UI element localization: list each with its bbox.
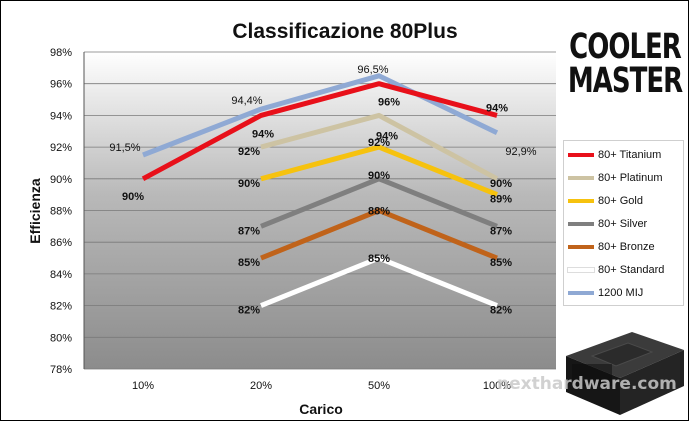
y-axis-title: Efficienza: [27, 178, 43, 244]
data-label: 96,5%: [357, 64, 388, 76]
series-line-80-bronze: [260, 208, 498, 261]
data-label: 94%: [486, 102, 508, 114]
data-label: 82%: [490, 305, 512, 317]
y-tick-label: 80%: [50, 332, 72, 344]
chart-title: Classificazione 80Plus: [232, 20, 457, 43]
data-label: 92,9%: [505, 146, 536, 158]
legend-swatch: [568, 198, 594, 203]
y-tick-label: 82%: [50, 301, 72, 313]
legend-swatch: [568, 244, 594, 249]
x-axis-title: Carico: [299, 401, 343, 417]
y-tick-label: 92%: [50, 142, 72, 154]
y-tick-label: 98%: [50, 47, 72, 59]
legend-item: 80+ Silver: [568, 212, 679, 235]
data-label: 96%: [378, 97, 400, 109]
legend-item: 80+ Gold: [568, 189, 679, 212]
legend-label: 80+ Silver: [598, 217, 648, 230]
data-label: 90%: [238, 178, 260, 190]
data-label: 87%: [490, 225, 512, 237]
y-tick-label: 96%: [50, 79, 72, 91]
series-line-1200-mij: [142, 73, 499, 158]
data-label: 85%: [238, 257, 260, 269]
x-tick-label: 50%: [368, 380, 390, 392]
x-tick-label: 10%: [132, 380, 154, 392]
y-tick-label: 90%: [50, 174, 72, 186]
data-label: 89%: [490, 194, 512, 206]
chart-legend: 80+ Titanium 80+ Platinum 80+ Gold 80+ Silv…: [563, 140, 684, 306]
y-tick-label: 84%: [50, 269, 72, 281]
data-label: 92%: [368, 137, 390, 149]
data-label: 90%: [490, 178, 512, 190]
series-line-80-titanium: [141, 81, 498, 182]
legend-item: 80+ Platinum: [568, 166, 679, 189]
data-label: 85%: [490, 257, 512, 269]
data-label: 90%: [122, 191, 144, 203]
logo-line-2: MASTER: [567, 60, 683, 102]
y-tick-label: 86%: [50, 237, 72, 249]
y-tick-label: 94%: [50, 110, 72, 122]
legend-label: 80+ Platinum: [598, 171, 663, 184]
series-line-80-platinum: [260, 112, 499, 182]
legend-item: 80+ Titanium: [568, 143, 679, 166]
legend-label: 80+ Standard: [598, 263, 665, 276]
legend-swatch: [568, 175, 594, 180]
series-line-80-silver: [260, 176, 498, 229]
legend-swatch: [568, 152, 594, 157]
cooler-master-logo: COOLER MASTER: [566, 26, 684, 104]
x-tick-label: 100%: [483, 380, 511, 392]
data-label: 88%: [368, 206, 390, 218]
data-label: 82%: [238, 305, 260, 317]
legend-swatch: [568, 290, 594, 295]
data-label: 92%: [238, 146, 260, 158]
data-label: 87%: [238, 225, 260, 237]
data-label: 91,5%: [109, 142, 140, 154]
data-label: 94%: [376, 130, 398, 142]
legend-label: 80+ Bronze: [598, 240, 655, 253]
logo-line-1: COOLER: [569, 26, 682, 68]
legend-item: 1200 MIJ: [568, 281, 679, 304]
data-label: 94,4%: [231, 95, 262, 107]
legend-label: 1200 MIJ: [598, 286, 644, 299]
y-tick-label: 88%: [50, 206, 72, 218]
x-tick-label: 20%: [250, 380, 272, 392]
y-tick-label: 78%: [50, 364, 72, 376]
legend-swatch: [568, 221, 594, 226]
power-supply-image: [566, 332, 684, 415]
data-label: 90%: [368, 170, 390, 182]
watermark: nexthardware.com: [497, 374, 677, 394]
legend-item: 80+ Bronze: [568, 235, 679, 258]
series-line-80-standard: [260, 255, 498, 308]
data-label: 85%: [368, 253, 390, 265]
legend-item: 80+ Standard: [567, 258, 679, 281]
series-line-80-gold: [260, 144, 498, 197]
legend-label: 80+ Titanium: [598, 148, 662, 161]
legend-label: 80+ Gold: [598, 194, 643, 207]
data-label: 94%: [252, 128, 274, 140]
legend-swatch: [567, 266, 595, 273]
